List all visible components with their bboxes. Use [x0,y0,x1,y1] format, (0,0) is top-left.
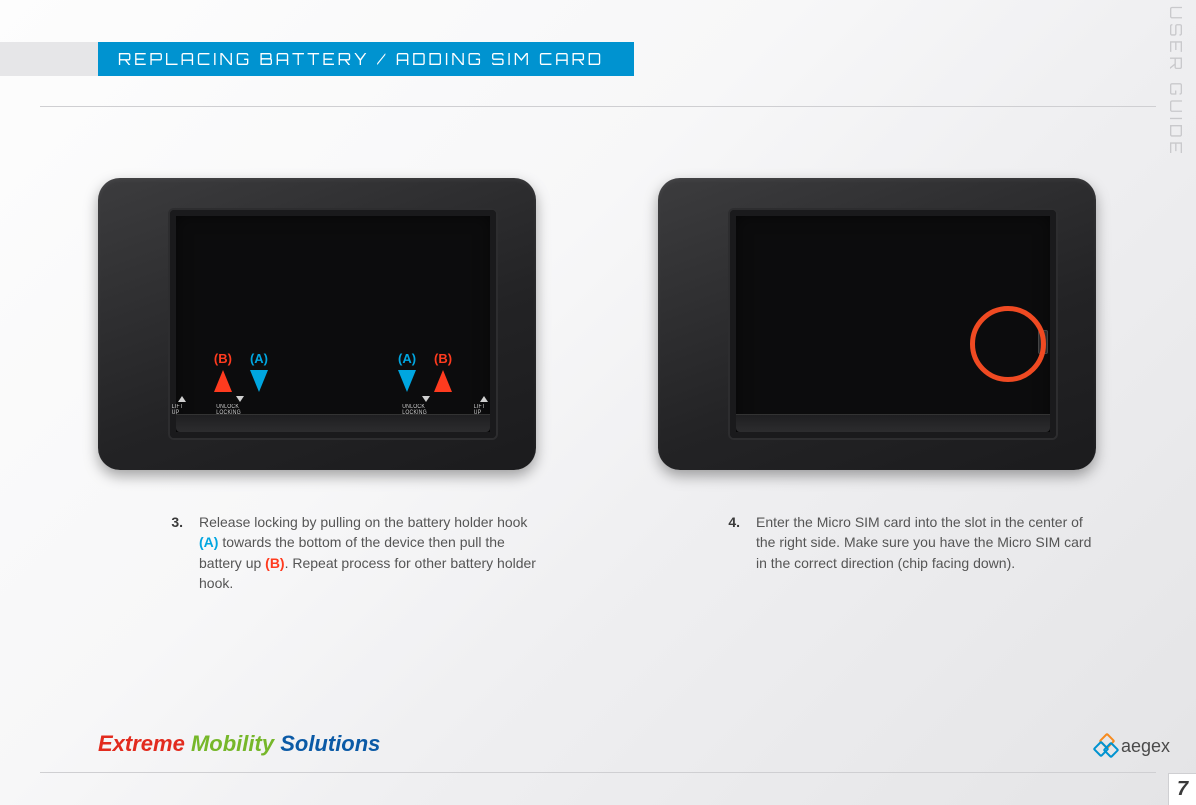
marker-a-left-label: (A) [250,351,268,366]
mini-up-icon [480,396,488,402]
tagline-solutions: Solutions [280,731,380,756]
compartment-edge [736,414,1050,432]
engraved-labels: LIFT UP UNLOCK LOCKING UNLOCK LOCKING LI… [170,396,496,416]
mini-up-icon [178,396,186,402]
marker-a-inline: (A) [199,534,218,550]
step-text: Enter the Micro SIM card into the slot i… [756,512,1102,573]
side-label-user-guide: USER GUIDE [1166,0,1186,158]
step-text-seg: Release locking by pulling on the batter… [199,514,527,530]
sim-callout-circle-icon [970,306,1046,382]
header-lead-block [0,42,98,76]
battery-compartment: (B) (A) (A) (B) LIFT UP UN [168,208,498,440]
aegex-logo-icon [1095,735,1117,757]
marker-b-right-label: (B) [434,351,452,366]
marker-b-left-label: (B) [214,351,232,366]
page-number: 7 [1168,773,1196,805]
battery-compartment [728,208,1058,440]
brand-name: aegex [1121,736,1170,757]
arrow-down-icon [250,370,268,392]
device-diagram-step3: (B) (A) (A) (B) LIFT UP UN [98,178,536,470]
compartment-edge [176,414,490,432]
step-4: 4. Enter the Micro SIM card into the slo… [722,512,1102,573]
step-3: 3. Release locking by pulling on the bat… [165,512,545,593]
footer-rule [40,772,1156,773]
footer-tagline: Extreme Mobility Solutions [98,731,380,757]
mini-down-icon [236,396,244,402]
device-diagram-step4 [658,178,1096,470]
header-rule [40,106,1156,107]
marker-a-right-label: (A) [398,351,416,366]
marker-b-inline: (B) [265,555,284,571]
step-text: Release locking by pulling on the batter… [199,512,545,593]
arrow-up-icon [434,370,452,392]
arrow-up-icon [214,370,232,392]
section-title: REPLACING BATTERY / ADDING SIM CARD [98,42,634,76]
tagline-extreme: Extreme [98,731,185,756]
arrow-down-icon [398,370,416,392]
arrow-markers: (B) (A) (A) (B) [170,351,496,392]
brand-logo: aegex [1095,735,1170,757]
tagline-mobility: Mobility [191,731,274,756]
mini-down-icon [422,396,430,402]
step-number: 3. [165,512,183,593]
step-number: 4. [722,512,740,573]
section-header: REPLACING BATTERY / ADDING SIM CARD [0,42,634,76]
